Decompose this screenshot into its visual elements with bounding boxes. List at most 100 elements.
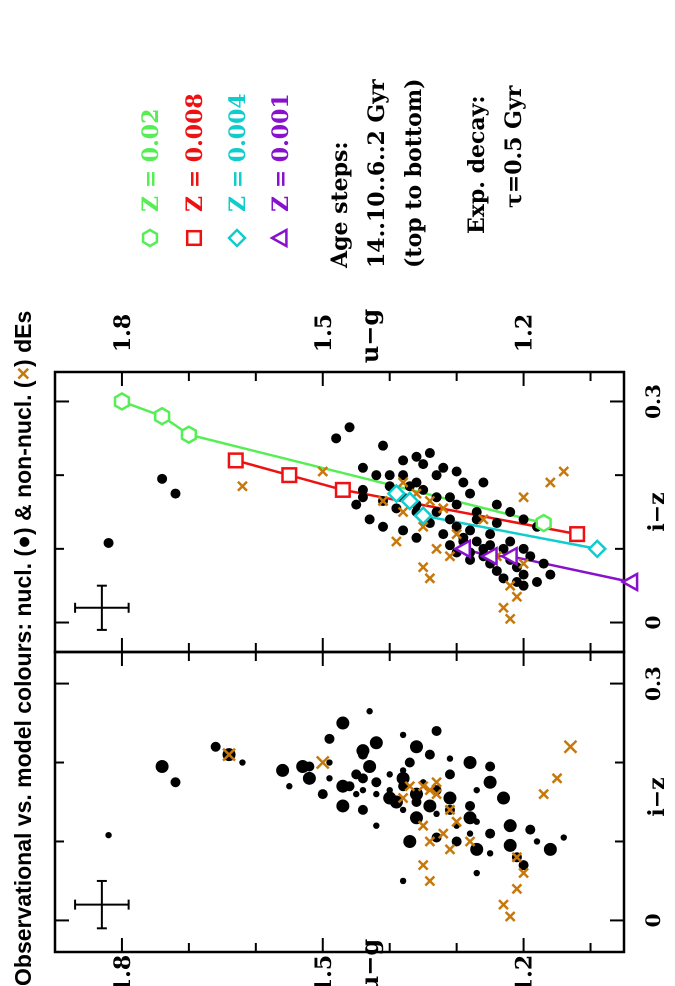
nucleated-point (473, 786, 480, 794)
non-nucleated-point (498, 602, 509, 614)
nucleated-point (411, 797, 422, 807)
nucleated-point (503, 819, 517, 833)
non-nucleated-point (417, 561, 429, 573)
cross-stroke (222, 747, 236, 762)
nucleated-point (444, 514, 455, 525)
model-marker-diamond (413, 505, 433, 526)
cross-stroke (444, 550, 456, 562)
non-nucleated-point (315, 755, 330, 770)
non-nucleated-point (424, 836, 436, 847)
model-track-2 (235, 459, 578, 536)
cross-stroke (444, 843, 456, 855)
nucleated-point (344, 422, 355, 433)
non-nucleated-point (558, 466, 570, 477)
legend-label: Z = 0.004 (225, 93, 251, 212)
cross-stroke (511, 591, 523, 603)
nucleated-point (451, 836, 462, 847)
model-marker-triangle (620, 571, 639, 593)
nucleated-point (366, 708, 373, 715)
nucleated-point (444, 492, 455, 503)
non-nucleated-point (498, 899, 509, 911)
error-bar (74, 879, 130, 930)
nucleated-point (364, 514, 375, 525)
cross-stroke (518, 558, 529, 569)
non-nucleated-point (237, 480, 248, 492)
nucleated-point (471, 536, 482, 547)
cross-stroke (518, 867, 529, 879)
nucleated-point (451, 466, 462, 477)
nucleated-point (491, 518, 502, 529)
nucleated-point (371, 777, 382, 788)
nucleated-point (157, 473, 168, 484)
panel-observations-vs-models (53, 370, 626, 654)
legend-symbol-hexagon (141, 228, 159, 248)
title-part-2: ) & non-nucl. ( (10, 380, 36, 535)
nucleated-point (471, 507, 482, 517)
non-nucleated-point (431, 776, 442, 788)
cross-stroke (431, 776, 442, 788)
nucleated-point (473, 869, 480, 877)
model-marker-triangle (452, 538, 471, 559)
y-tick-label: 1.5 (311, 955, 337, 986)
model-marker-diamond (386, 483, 407, 504)
cross-stroke (317, 466, 329, 477)
nucleated-point (357, 492, 368, 503)
cross-stroke (397, 477, 409, 488)
nucleated-point (518, 543, 529, 554)
cross-stroke (511, 851, 523, 863)
cross-stroke (444, 804, 456, 816)
y-tick-label: 1.8 (110, 314, 136, 352)
cross-stroke (544, 477, 556, 488)
cross-stroke (431, 543, 442, 555)
nucleated-point (363, 759, 377, 773)
cross-stroke (504, 613, 516, 625)
title-nucleated-symbol: ● (10, 535, 36, 549)
nucleated-point (498, 573, 509, 584)
title-part-3: ) dEs (10, 311, 36, 367)
non-nucleated-point (518, 867, 529, 879)
model-marker-triangle (479, 546, 498, 567)
cross-stroke (417, 859, 429, 871)
nucleated-point (336, 716, 350, 730)
cross-stroke (391, 536, 402, 547)
cross-stroke (451, 528, 463, 540)
nucleated-point (438, 529, 449, 540)
non-nucleated-point (444, 550, 456, 562)
cross-stroke (518, 491, 529, 503)
nucleated-point (399, 731, 407, 739)
non-nucleated-point (544, 477, 556, 488)
nucleated-point (170, 777, 181, 788)
legend-symbol-diamond (227, 228, 247, 248)
non-nucleated-point (417, 780, 429, 792)
nucleated-point (483, 775, 497, 789)
legend-age-line-2: 14..10..6..2 Gyr (364, 79, 390, 268)
axis-ticks: 0 0.3 0 0.3 1.2 1.2 1.5 1.5 1.8 1.8 (55, 314, 665, 986)
nucleated-point (533, 838, 541, 845)
x-tick-label: 0.3 (641, 384, 665, 419)
panel-frame (53, 370, 626, 654)
nucleated-point (324, 733, 335, 744)
nucleated-point (286, 783, 293, 790)
legend: Z = 0.02 Z = 0.008 Z = 0.004 Z = 0.001 Age … (138, 78, 527, 269)
nucleated-point (155, 759, 169, 773)
nucleated-point (326, 759, 333, 766)
nucleated-point (373, 790, 380, 798)
nucleated-point (431, 507, 442, 517)
cross-stroke (464, 836, 476, 847)
ylabel-top: u−g (355, 309, 384, 364)
figure-title: Observational vs. model colours: nucl. (… (10, 311, 36, 986)
nucleated-point (276, 763, 290, 777)
legend-age-line-1: Age steps: (327, 141, 353, 269)
nucleated-point (446, 755, 454, 762)
nucleated-point (458, 477, 469, 488)
legend-decay-line-2: τ=0.5 Gyr (501, 85, 527, 208)
nucleated-point (404, 481, 415, 492)
non-nucleated-point (451, 528, 463, 540)
nucleated-point (424, 749, 435, 760)
non-nucleated-point (464, 836, 476, 847)
cross-stroke (417, 820, 429, 832)
nucleated-point (531, 577, 542, 587)
nucleated-point (451, 521, 462, 532)
non-nucleated-point (538, 788, 550, 800)
legend-entry-4: Z = 0.001 (268, 93, 294, 249)
